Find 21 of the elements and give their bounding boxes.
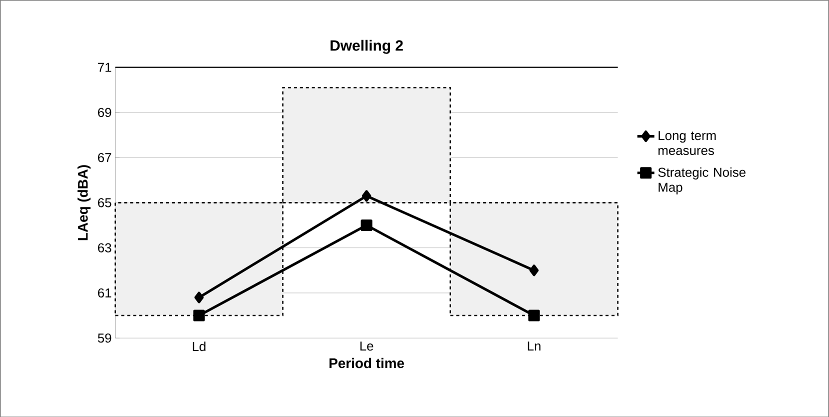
y-tick-label: 69 bbox=[98, 108, 112, 117]
y-tick-label: 63 bbox=[98, 243, 112, 252]
legend-label: Strategic Noise Map bbox=[658, 167, 746, 194]
point bbox=[362, 190, 372, 202]
x-axis-title: Period time bbox=[330, 358, 404, 368]
x-tick-label: Le bbox=[360, 341, 374, 350]
legend-label: Long term measures bbox=[658, 130, 716, 155]
x-tick-label: Ld bbox=[192, 341, 206, 351]
y-tick-label: 61 bbox=[98, 288, 112, 298]
point bbox=[194, 291, 204, 304]
point bbox=[529, 264, 539, 276]
point bbox=[193, 310, 205, 322]
y-tick-label: 65 bbox=[98, 198, 112, 208]
point bbox=[360, 219, 372, 231]
y-tick-label: 71 bbox=[98, 62, 112, 72]
y-tick-label: 59 bbox=[98, 333, 112, 342]
x-tick-label: Ln bbox=[528, 341, 540, 350]
chart-title: Dwelling 2 bbox=[330, 40, 403, 54]
point bbox=[528, 310, 540, 322]
y-tick-label: 67 bbox=[98, 152, 112, 162]
y-axis-title: LAeq (dBA) bbox=[78, 164, 91, 240]
